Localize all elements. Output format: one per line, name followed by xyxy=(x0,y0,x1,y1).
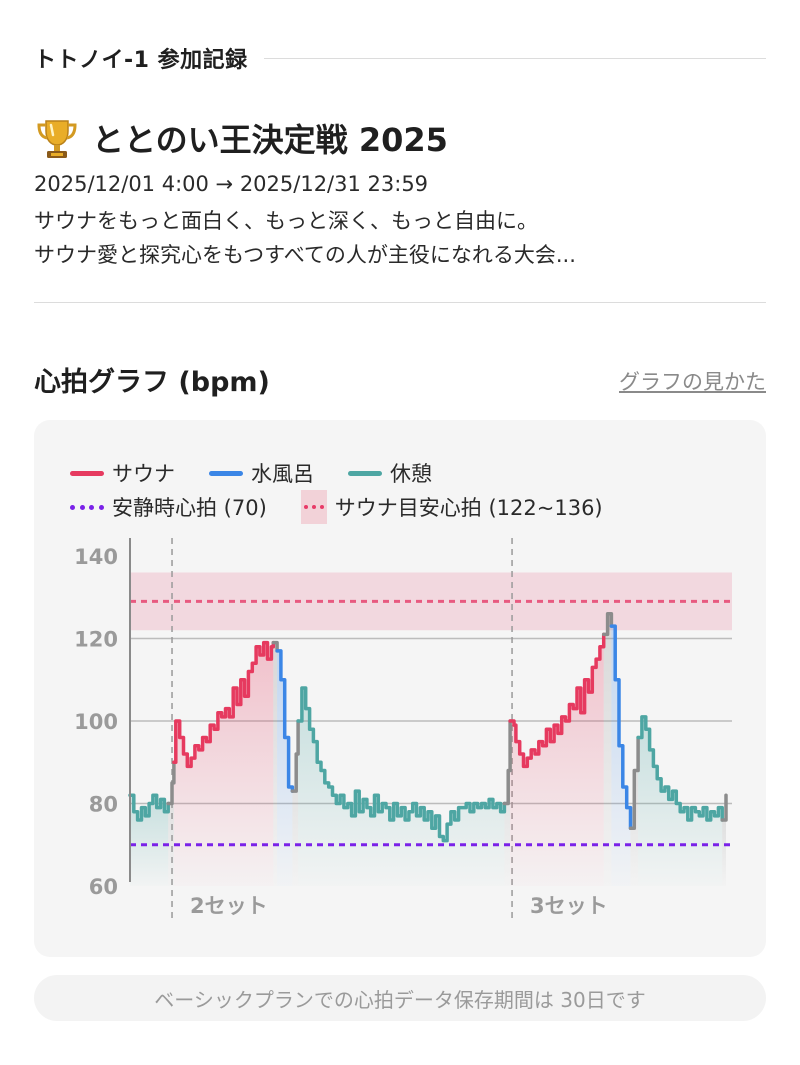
legend-rest-label: 休憩 xyxy=(390,462,432,486)
line-transition-5 xyxy=(290,719,300,793)
section-header: トトノイ-1 参加記録 xyxy=(34,40,766,76)
line-rest-6 xyxy=(296,686,507,843)
event-description: サウナをもっと面白く、もっと深く、もっと自由に。 サウナ愛と探究心をもつすべての… xyxy=(34,204,766,272)
set-label-2: 2セット xyxy=(190,894,268,918)
section-divider-line xyxy=(263,57,766,59)
line-transition-11 xyxy=(628,735,640,831)
legend-target-zone-label: サウナ目安心拍 (122~136) xyxy=(334,496,603,520)
heart-rate-chart-card: サウナ 水風呂 休憩 安静時心拍 (70) サウナ目 xyxy=(34,420,766,957)
legend-resting-hr: 安静時心拍 (70) xyxy=(70,492,267,522)
legend-sauna: サウナ xyxy=(70,458,175,488)
y-tick-label-100: 100 xyxy=(74,710,118,734)
section-title: トトノイ-1 参加記録 xyxy=(34,48,248,73)
line-transition-7 xyxy=(502,719,512,806)
area-cold_bath-10 xyxy=(611,626,631,886)
trophy-icon xyxy=(37,120,77,158)
event-title-row: ととのい王決定戦 2025 xyxy=(34,112,448,164)
chart-legend: サウナ 水風呂 休憩 安静時心拍 (70) サウナ目 xyxy=(70,456,637,524)
content-divider xyxy=(34,302,766,303)
line-rest-0 xyxy=(128,793,170,822)
line-sauna-2 xyxy=(172,640,276,769)
data-retention-note: ベーシックプランでの心拍データ保存期間は 30日です xyxy=(34,975,766,1021)
area-rest-6 xyxy=(298,688,505,886)
line-transition-13 xyxy=(720,793,728,822)
legend-target-zone: サウナ目安心拍 (122~136) xyxy=(300,490,603,524)
y-tick-label-80: 80 xyxy=(89,793,118,817)
legend-cold-bath-label: 水風呂 xyxy=(251,462,314,486)
area-transition-9 xyxy=(603,613,612,886)
y-tick-label-140: 140 xyxy=(74,545,118,569)
event-date-range: 2025/12/01 4:00 → 2025/12/31 23:59 xyxy=(34,172,429,196)
graph-help-link[interactable]: グラフの見かた xyxy=(619,370,766,394)
line-transition-9 xyxy=(601,612,614,637)
legend-cold-bath: 水風呂 xyxy=(209,458,314,488)
area-sauna-2 xyxy=(173,642,274,886)
y-tick-label-120: 120 xyxy=(74,628,118,652)
event-name: ととのい王決定戦 2025 xyxy=(92,121,448,159)
heart-rate-chart: 60 80 100 120 140 2セット 3セット xyxy=(74,538,732,920)
area-transition-13 xyxy=(722,795,726,886)
legend-sauna-label: サウナ xyxy=(112,462,175,486)
legend-resting-hr-swatch xyxy=(70,504,104,510)
legend-rest: 休憩 xyxy=(348,458,432,488)
y-tick-label-60: 60 xyxy=(89,875,118,899)
line-rest-12 xyxy=(636,715,724,822)
legend-sauna-swatch xyxy=(70,470,104,476)
line-sauna-8 xyxy=(508,632,606,769)
area-transition-3 xyxy=(273,642,278,886)
area-cold_bath-4 xyxy=(277,650,293,886)
legend-target-zone-swatch xyxy=(300,490,327,524)
line-transition-3 xyxy=(271,640,279,653)
set-label-3: 3セット xyxy=(530,894,608,918)
line-cold_bath-4 xyxy=(275,649,295,793)
legend-cold-bath-swatch xyxy=(209,470,243,476)
area-rest-0 xyxy=(130,795,169,886)
line-transition-1 xyxy=(166,760,176,806)
legend-rest-swatch xyxy=(348,470,382,476)
line-cold_bath-10 xyxy=(609,624,633,831)
heart-rate-graph-title: 心拍グラフ (bpm) xyxy=(34,367,270,398)
event-description-line-2: サウナ愛と探究心をもつすべての人が主役になれる大会... xyxy=(34,243,576,267)
legend-resting-hr-label: 安静時心拍 (70) xyxy=(112,496,267,520)
event-description-line-1: サウナをもっと面白く、もっと深く、もっと自由に。 xyxy=(34,209,538,233)
